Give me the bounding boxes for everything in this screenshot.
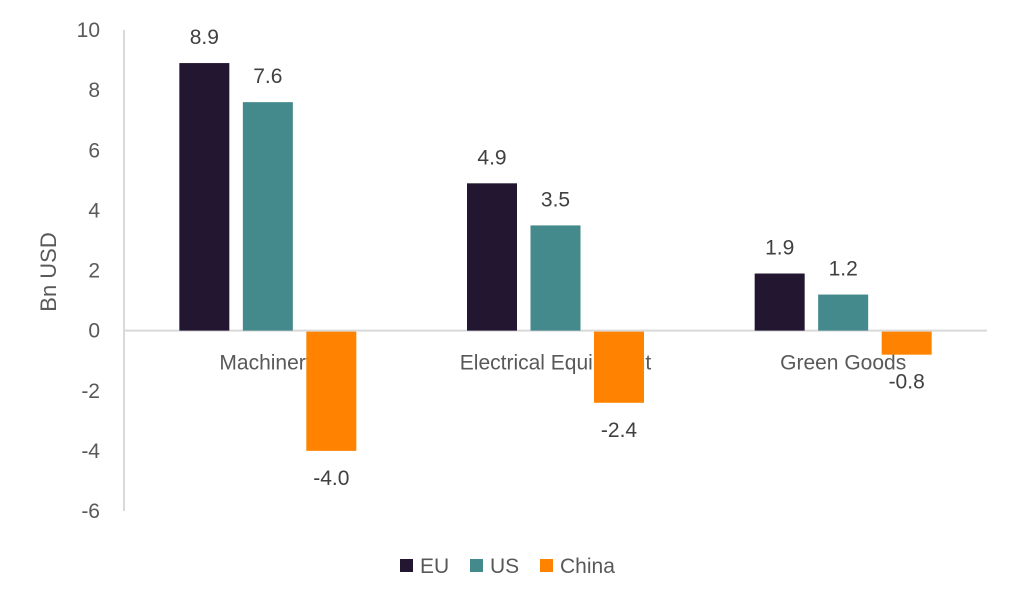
data-label: -2.4 — [601, 419, 638, 442]
y-tick-label: -6 — [81, 500, 100, 523]
legend-swatch-eu — [400, 559, 413, 572]
bar-eu — [179, 63, 230, 331]
data-label: 8.9 — [190, 26, 219, 49]
data-label: 3.5 — [541, 188, 570, 211]
legend-item-eu: EU — [400, 555, 449, 578]
category-label: Green Goods — [780, 352, 906, 375]
data-labels: 8.9 7.6 -4.0 4.9 3.5 -2.4 1.9 1.2 -0.8 — [190, 26, 925, 490]
y-tick-label: 8 — [88, 79, 100, 102]
y-tick-label: -4 — [81, 440, 100, 463]
legend-label: EU — [420, 555, 449, 578]
data-label: 4.9 — [477, 146, 506, 169]
y-tick-label: 6 — [88, 139, 100, 162]
data-label: -4.0 — [313, 467, 349, 490]
legend-swatch-us — [470, 559, 483, 572]
legend-item-us: US — [470, 555, 519, 578]
y-tick-label: -2 — [81, 380, 100, 403]
legend-swatch-china — [540, 559, 553, 572]
bar-china — [594, 331, 644, 403]
data-label: 1.2 — [829, 258, 858, 281]
y-axis-label: Bn USD — [36, 232, 61, 311]
legend-label: China — [560, 555, 615, 578]
bar-us — [818, 294, 869, 331]
bar-eu — [754, 273, 805, 331]
y-tick-label: 2 — [88, 260, 100, 283]
y-tick-label: 4 — [88, 199, 100, 222]
legend-label: US — [490, 555, 519, 578]
y-tick-label: 10 — [77, 19, 100, 42]
y-tick-label: 0 — [88, 320, 100, 343]
bar-eu — [467, 183, 517, 331]
bar-china — [306, 331, 357, 451]
bars — [179, 63, 932, 451]
bar-us — [530, 225, 581, 331]
bar-us — [242, 102, 293, 331]
category-label: Machinery — [219, 352, 316, 375]
data-label: -0.8 — [889, 371, 925, 394]
data-label: 1.9 — [765, 237, 794, 260]
legend: EU US China — [400, 555, 615, 578]
bar-china — [881, 331, 932, 355]
data-label: 7.6 — [253, 65, 282, 88]
legend-item-china: China — [540, 555, 615, 578]
